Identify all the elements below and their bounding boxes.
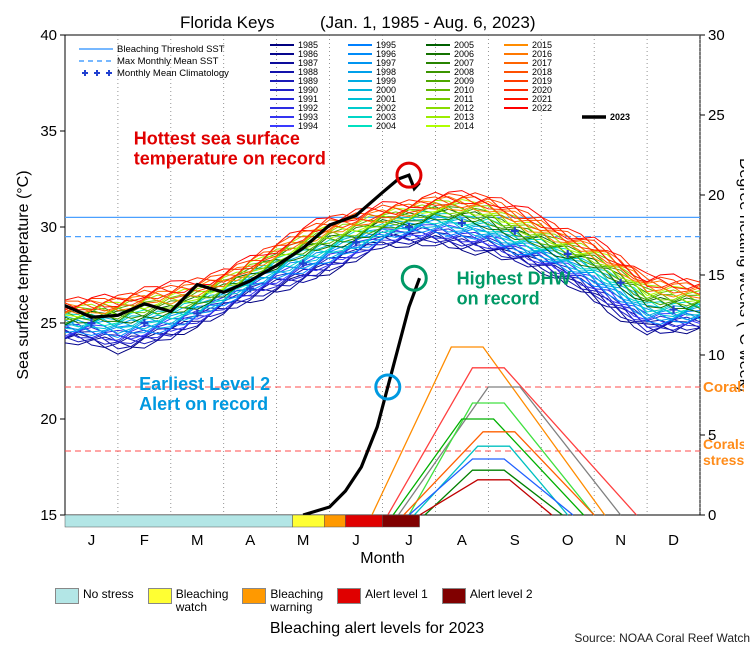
x-label: Month [360,550,404,567]
meta-legend-label: Max Monthly Mean SST [117,56,219,67]
meta-legend-label: Monthly Mean Climatology [117,68,229,79]
year-legend-label: 2022 [532,103,552,113]
alert-legend-item: No stress [55,588,134,614]
alert-bar-segment [324,515,345,527]
month-tick: J [405,532,413,549]
month-tick: A [245,532,255,549]
highest-dhw-label: Highest DHW [457,269,571,289]
meta-legend-swatch [106,70,112,76]
meta-legend-swatch [82,70,88,76]
earliest-l2-label: Alert on record [139,394,268,414]
month-tick: M [191,532,204,549]
y-right-label: Degree heating weeks (°C week) [736,158,744,392]
tick-left-label: 35 [40,123,57,140]
year-legend-label: 2014 [454,121,474,131]
month-tick: N [615,532,626,549]
corals-stress-label: Corals experience [703,436,744,452]
hottest-label: Hottest sea surface [134,128,300,148]
alert-legend-label: Bleaching watch [176,588,229,614]
tick-right-label: 0 [708,507,716,524]
corals-bleach-label: Corals bleach [703,379,744,396]
alert-bar-segment [65,515,293,527]
chart-svg: Florida Keys (Jan. 1, 1985 - Aug. 6, 2023… [10,10,744,600]
tick-right-label: 30 [708,27,725,44]
alert-legend-item: Bleaching watch [148,588,229,614]
alert-legend-swatch [337,588,361,604]
title-location: Florida Keys [180,13,274,32]
tick-left-label: 20 [40,411,57,428]
tick-left-label: 15 [40,507,57,524]
month-tick: S [510,532,520,549]
source-text: Source: NOAA Coral Reef Watch [574,631,750,645]
alert-bar-segment [293,515,325,527]
title-range: (Jan. 1, 1985 - Aug. 6, 2023) [320,13,535,32]
alert-legend-swatch [242,588,266,604]
corals-stress-label: stress [703,452,744,468]
chart-container: Florida Keys (Jan. 1, 1985 - Aug. 6, 2023… [10,10,744,600]
alert-legend-label: Alert level 1 [365,588,428,601]
highest-dhw-label: on record [457,289,540,309]
tick-right-label: 25 [708,107,725,124]
tick-left-label: 25 [40,315,57,332]
month-tick: O [562,532,574,549]
tick-right-label: 20 [708,187,725,204]
dhw-2023-line [303,278,419,515]
year-legend-2023-label: 2023 [610,112,630,122]
month-tick: M [297,532,310,549]
alert-bar-segment [383,515,420,527]
alert-legend-item: Alert level 2 [442,588,533,614]
alert-legend-item: Alert level 1 [337,588,428,614]
alert-legend-swatch [442,588,466,604]
tick-right-label: 15 [708,267,725,284]
tick-right-label: 10 [708,347,725,364]
alert-bar-segment [345,515,382,527]
month-tick: A [457,532,467,549]
alert-legend-swatch [55,588,79,604]
tick-left-label: 30 [40,219,57,236]
alert-legend-row: No stress Bleaching watch Bleaching warnin… [55,588,533,614]
alert-legend-label: No stress [83,588,134,601]
y-left-label: Sea surface temperature (°C) [15,170,32,379]
month-tick: F [140,532,149,549]
alert-legend-swatch [148,588,172,604]
alert-legend-item: Bleaching warning [242,588,323,614]
meta-legend-label: Bleaching Threshold SST [117,44,225,55]
year-legend-label: 2004 [376,121,396,131]
dhw-year-line [420,480,552,515]
highest-dhw-circle [402,266,426,290]
meta-legend-swatch [94,70,100,76]
year-legend-label: 1994 [298,121,318,131]
alert-legend-label: Bleaching warning [270,588,323,614]
alert-legend-label: Alert level 2 [470,588,533,601]
month-tick: J [352,532,360,549]
month-tick: J [88,532,96,549]
tick-left-label: 40 [40,27,57,44]
earliest-l2-label: Earliest Level 2 [139,374,270,394]
hottest-label: temperature on record [134,148,326,168]
dhw-year-line [425,470,563,515]
month-tick: D [668,532,679,549]
